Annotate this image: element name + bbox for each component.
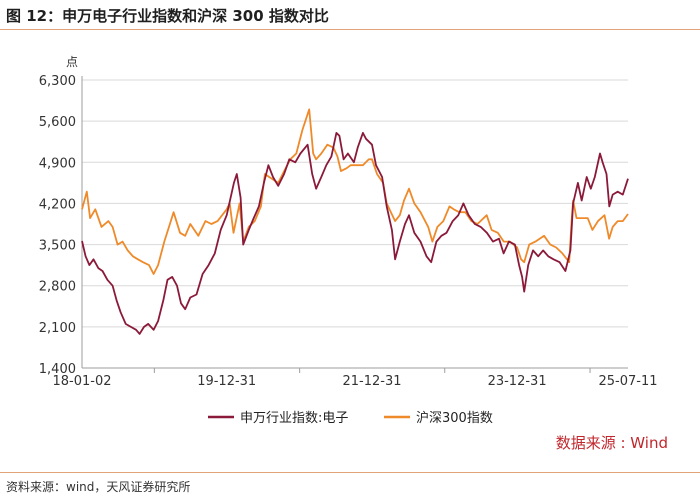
source-note: 资料来源：wind，天风证券研究所 [6, 480, 191, 494]
x-tick-label: 23-12-31 [488, 374, 547, 389]
y-tick-label: 4,900 [39, 156, 76, 171]
y-tick-label: 6,300 [39, 74, 76, 89]
y-tick-label: 2,800 [39, 280, 76, 295]
series-lines [81, 108, 629, 335]
figure-title: 图 12：申万电子行业指数和沪深 300 指数对比 [6, 7, 329, 25]
y-axis-unit-label: 点 [66, 55, 78, 69]
y-tick-label: 3,500 [39, 239, 76, 254]
legend: 申万行业指数:电子 沪深300指数 [208, 410, 493, 426]
y-tick-label: 4,200 [39, 197, 76, 212]
y-tick-label: 5,600 [39, 115, 76, 130]
legend-item-csi300-label: 沪深300指数 [416, 410, 493, 426]
chart-header: 图 12：申万电子行业指数和沪深 300 指数对比 [0, 0, 700, 30]
axes: 1,400 2,100 2,800 3,500 4,200 4,900 5,600 6,300… [39, 74, 658, 389]
series-line-electronics [81, 132, 629, 335]
title-divider [0, 29, 700, 30]
y-tick-label: 1,400 [39, 362, 76, 377]
footer-divider [0, 472, 700, 473]
data-source-label: 数据来源 : Wind [556, 434, 668, 452]
series-line-csi300 [81, 108, 629, 275]
y-tick-label: 2,100 [39, 321, 76, 336]
line-chart: 1,400 2,100 2,800 3,500 4,200 4,900 5,600 6,300… [39, 55, 668, 452]
legend-item-electronics-label: 申万行业指数:电子 [240, 411, 348, 426]
x-tick-label: 18-01-02 [52, 374, 111, 389]
grid-lines [82, 79, 628, 328]
x-tick-label: 25-07-11 [598, 374, 657, 389]
x-tick-label: 21-12-31 [342, 374, 401, 389]
x-tick-label: 19-12-31 [197, 374, 256, 389]
